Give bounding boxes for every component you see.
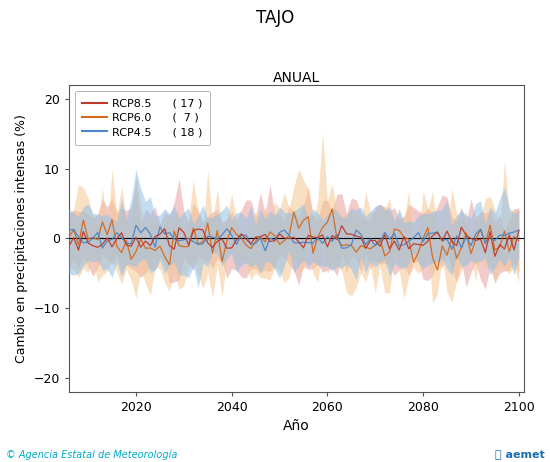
X-axis label: Año: Año [283, 419, 310, 433]
Text: © Agencia Estatal de Meteorología: © Agencia Estatal de Meteorología [6, 449, 177, 460]
Y-axis label: Cambio en precipitaciones intensas (%): Cambio en precipitaciones intensas (%) [15, 114, 28, 363]
Legend: RCP8.5      ( 17 ), RCP6.0      (  7 ), RCP4.5      ( 18 ): RCP8.5 ( 17 ), RCP6.0 ( 7 ), RCP4.5 ( 18… [74, 91, 211, 145]
Title: ANUAL: ANUAL [273, 71, 320, 85]
Text: TAJO: TAJO [256, 9, 294, 27]
Text: Ⓡ aemet: Ⓡ aemet [495, 450, 544, 460]
